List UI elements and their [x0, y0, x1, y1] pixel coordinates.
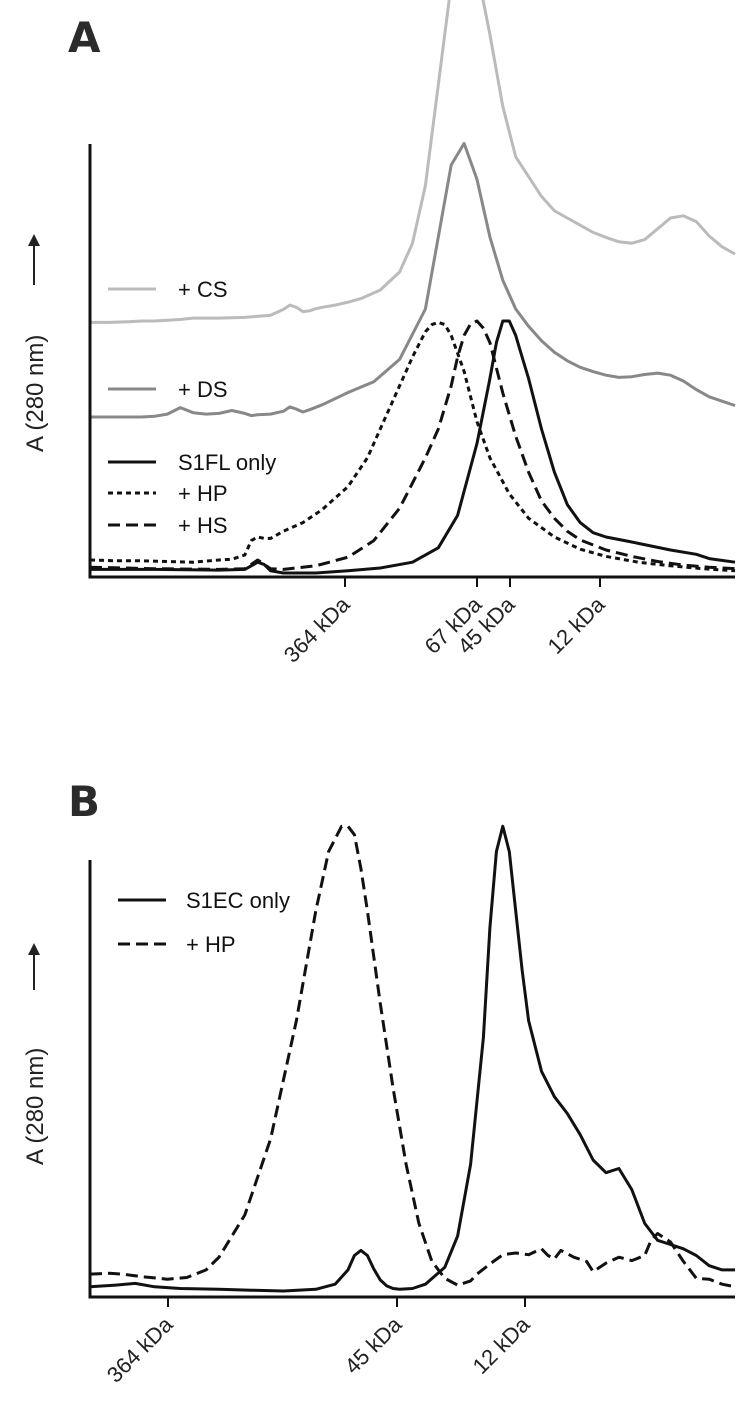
legend-label-cs: + CS — [178, 277, 228, 302]
panel-a-tick-label-364kda: 364 kDa — [279, 591, 355, 667]
panel-a-trace-ds — [90, 141, 736, 419]
panel-b-legend: S1EC only + HP — [118, 888, 290, 957]
panel-a-ylabel: A (280 nm) — [22, 335, 49, 452]
panel-a-trace-hs — [89, 319, 736, 571]
panel-b-axes — [88, 860, 735, 1299]
panel-b-trace-s1ec-only — [89, 824, 735, 1293]
legend-label-s1fl: S1FL only — [178, 450, 276, 475]
legend-label-s1ec: S1EC only — [186, 888, 290, 913]
panel-a-legend: + CS + DS S1FL only + HP + HS — [108, 277, 276, 538]
panel-a-plot: 364 kDa 67 kDa 45 kDa 12 kDa — [88, 0, 736, 667]
panel-a-letter: A — [68, 13, 101, 62]
panel-a-yarrow — [28, 234, 40, 285]
panel-b-ylabel: A (280 nm) — [22, 1048, 49, 1165]
panel-a-axes — [88, 144, 735, 579]
panel-b-tick-label-45kda: 45 kDa — [340, 1311, 408, 1379]
legend-label-hp: + HP — [178, 481, 228, 506]
legend-label-ds: + DS — [178, 377, 228, 402]
panel-b-tick-label-364kda: 364 kDa — [102, 1311, 178, 1387]
panel-b-yarrow — [28, 943, 40, 990]
panel-a-tick-label-12kda: 12 kDa — [543, 591, 611, 659]
panel-a-trace-cs — [90, 0, 736, 324]
panel-b-trace-hp — [89, 824, 736, 1289]
legend-label-b-hp: + HP — [186, 932, 236, 957]
panel-a-traces — [89, 0, 736, 575]
panel-a-trace-hp — [89, 320, 736, 573]
legend-label-hs: + HS — [178, 513, 228, 538]
panel-b-traces — [89, 824, 736, 1293]
panel-b-tick-label-12kda: 12 kDa — [468, 1311, 536, 1379]
panel-b-letter: B — [68, 777, 100, 826]
